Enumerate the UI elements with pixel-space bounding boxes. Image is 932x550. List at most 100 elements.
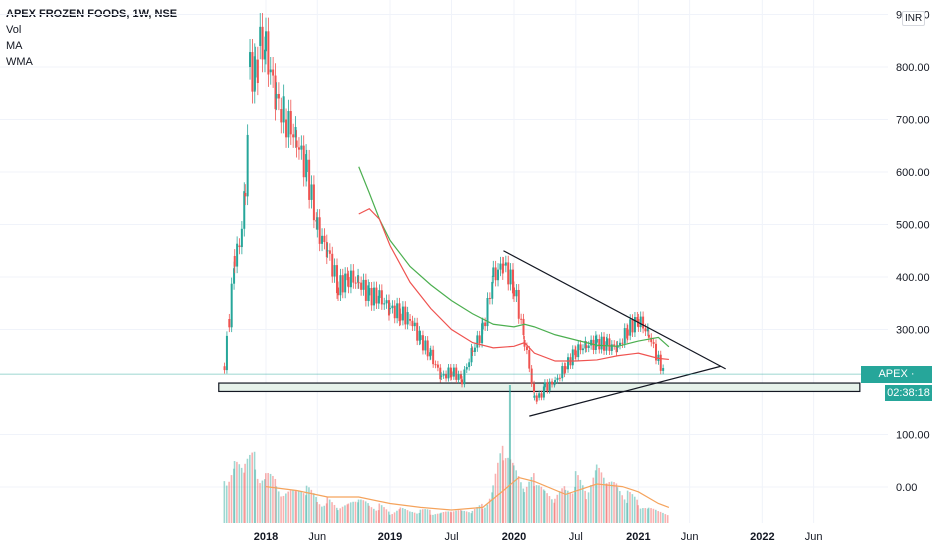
volume-bar: [236, 461, 238, 523]
volume-bar: [533, 486, 535, 523]
x-tick-label: Jul: [444, 531, 458, 543]
candle-body: [429, 349, 432, 356]
y-tick-label: 100.00: [896, 430, 930, 442]
volume-bar: [346, 504, 349, 523]
volume-bar: [331, 502, 333, 523]
candle-body: [282, 96, 285, 123]
volume-bar: [449, 511, 452, 523]
volume-bar: [416, 513, 418, 523]
candle-body: [615, 345, 618, 353]
candle-body: [460, 374, 463, 379]
y-tick-label: 400.00: [896, 272, 930, 284]
currency-label[interactable]: INR: [902, 11, 926, 26]
volume-bar: [556, 494, 559, 523]
candle-body: [354, 282, 357, 284]
volume-bar: [445, 511, 447, 523]
candle-body: [310, 184, 313, 200]
candle-body: [499, 263, 502, 270]
legend-ma[interactable]: MA: [6, 40, 23, 52]
volume-bar: [370, 507, 373, 523]
volume-bar: [263, 479, 266, 523]
volume-bar: [362, 500, 365, 523]
candle-body: [277, 93, 280, 99]
volume-bar: [528, 481, 530, 523]
candle-body: [452, 367, 455, 377]
candle-body: [525, 346, 528, 351]
volume-bar: [434, 514, 437, 523]
candle-body: [269, 69, 272, 73]
volume-bar: [564, 489, 567, 523]
candle-body: [481, 322, 484, 330]
candle-body: [404, 306, 407, 325]
volume-bar: [481, 508, 484, 523]
volume-bar: [494, 473, 497, 523]
support-zone: [218, 382, 861, 393]
volume-bar: [662, 512, 664, 523]
volume-bar: [522, 488, 525, 523]
y-tick-label: 800.00: [896, 62, 930, 74]
volume-bar: [569, 492, 571, 523]
volume-bar: [238, 464, 241, 523]
volume-bar: [657, 511, 659, 523]
candle-body: [251, 52, 254, 92]
volume-bar: [652, 508, 655, 523]
candle-body: [295, 140, 298, 148]
volume-bar: [360, 499, 362, 523]
last-price-badge: APEX · 215.00: [861, 366, 932, 397]
candle-body: [579, 344, 582, 351]
candle-body: [289, 111, 292, 135]
candle-body: [662, 368, 665, 371]
volume-bar: [337, 510, 339, 523]
candle-body: [434, 364, 437, 366]
volume-bar: [339, 508, 341, 523]
candle-body: [321, 235, 324, 244]
volume-bar: [513, 465, 515, 523]
volume-bar: [344, 505, 346, 523]
bar-countdown-badge: 02:38:18: [885, 385, 932, 401]
volume-bar: [636, 499, 638, 523]
candle-body: [548, 381, 551, 391]
candle-body: [344, 273, 347, 293]
candle-body: [468, 362, 471, 368]
legend-vol[interactable]: Vol: [6, 24, 22, 36]
candle-body: [501, 263, 504, 274]
volume-bar: [399, 507, 402, 523]
candle-body: [325, 241, 328, 258]
candle-body: [546, 382, 549, 391]
volume-bar: [631, 494, 634, 523]
volume-bar: [349, 502, 352, 523]
volume-bar: [457, 510, 460, 523]
legend-wma[interactable]: WMA: [6, 56, 33, 68]
volume-bar: [579, 479, 582, 523]
volume-bar: [318, 504, 321, 523]
candle-body: [352, 270, 355, 283]
candle-body: [473, 347, 476, 352]
candle-body: [623, 328, 626, 344]
volume-bar: [328, 499, 331, 523]
candle-body: [567, 357, 570, 370]
volume-bar: [646, 508, 649, 523]
candle-body: [540, 393, 543, 398]
y-tick-label: 300.00: [896, 325, 930, 337]
candle-body: [378, 290, 381, 298]
volume-bar: [315, 496, 317, 523]
volume-bar: [265, 473, 267, 523]
wma-line: [358, 208, 669, 362]
volume-bar: [305, 485, 308, 523]
candle-body: [280, 109, 283, 123]
candle-body: [603, 336, 606, 351]
x-tick-label: 2021: [626, 531, 650, 543]
candle-body: [274, 75, 277, 110]
volume-bar: [554, 498, 556, 523]
volume-bar: [282, 495, 285, 523]
volume-bar: [585, 499, 587, 523]
volume-bar: [659, 511, 662, 523]
volume-bar: [538, 485, 540, 523]
candle-body: [517, 289, 520, 319]
volume-bar: [240, 467, 243, 523]
volume-bar: [488, 498, 491, 523]
volume-bar: [606, 483, 608, 523]
volume-bar: [577, 475, 579, 523]
candle-body: [331, 253, 334, 277]
